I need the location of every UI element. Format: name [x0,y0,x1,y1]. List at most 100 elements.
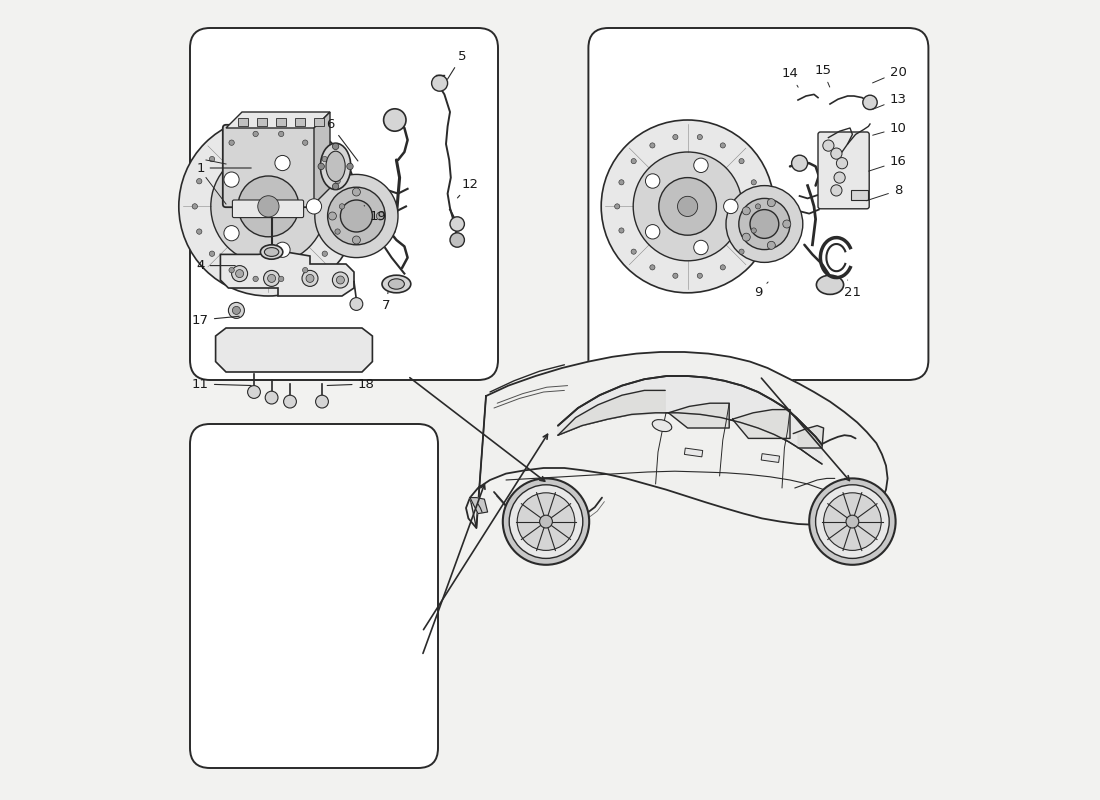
Ellipse shape [320,143,351,190]
Circle shape [726,186,803,262]
Circle shape [224,226,239,241]
Circle shape [846,515,859,528]
Circle shape [503,478,590,565]
Text: 21: 21 [844,280,861,298]
Circle shape [697,134,703,140]
Circle shape [275,242,290,258]
Circle shape [224,172,239,187]
Polygon shape [793,426,824,448]
Circle shape [278,131,284,137]
Circle shape [720,265,725,270]
Circle shape [332,143,339,150]
Circle shape [615,204,619,209]
Circle shape [302,267,308,273]
Text: 18: 18 [327,378,374,390]
Circle shape [248,386,261,398]
Circle shape [739,249,744,254]
Bar [276,118,286,126]
Bar [850,190,868,200]
Circle shape [450,217,464,231]
Text: 13: 13 [872,93,906,110]
Circle shape [332,272,349,288]
Circle shape [650,143,654,148]
Text: 5: 5 [448,50,466,79]
Circle shape [197,178,202,184]
Circle shape [824,493,881,550]
Circle shape [322,251,328,256]
Circle shape [278,276,284,282]
Circle shape [602,120,774,293]
Circle shape [229,140,234,146]
Ellipse shape [264,248,278,256]
Circle shape [634,152,742,261]
Circle shape [673,273,678,278]
Circle shape [724,199,738,214]
Circle shape [339,204,344,209]
Circle shape [830,185,842,196]
Circle shape [253,131,258,137]
Circle shape [253,276,258,282]
Text: 17: 17 [191,314,239,326]
Circle shape [302,270,318,286]
Text: 9: 9 [754,282,768,299]
Circle shape [235,270,243,278]
Text: 6: 6 [326,118,358,161]
Circle shape [834,172,845,183]
Bar [257,118,266,126]
Circle shape [350,298,363,310]
Circle shape [238,176,299,237]
Circle shape [783,220,791,228]
Circle shape [232,306,241,314]
Circle shape [352,236,361,244]
Circle shape [697,273,703,278]
Circle shape [275,155,290,170]
Circle shape [646,225,660,239]
Ellipse shape [261,245,283,259]
Circle shape [739,158,744,164]
Circle shape [179,117,358,296]
Circle shape [328,187,385,245]
Circle shape [756,204,760,209]
Circle shape [316,395,329,408]
Ellipse shape [326,151,345,182]
Circle shape [751,180,757,185]
Circle shape [334,178,340,184]
Circle shape [384,109,406,131]
Circle shape [830,148,842,159]
Bar [295,118,305,126]
Polygon shape [216,328,373,372]
Circle shape [751,228,757,233]
Circle shape [334,229,340,234]
Polygon shape [220,252,354,296]
Bar [314,118,323,126]
Circle shape [631,158,636,164]
FancyBboxPatch shape [588,28,928,380]
Polygon shape [558,390,666,435]
Polygon shape [226,112,330,128]
Polygon shape [669,403,729,428]
Circle shape [646,174,660,188]
Text: 16: 16 [869,155,906,171]
Circle shape [678,196,697,217]
Circle shape [265,391,278,404]
Circle shape [340,200,373,232]
Circle shape [720,143,725,148]
Circle shape [284,395,296,408]
Circle shape [659,178,716,235]
Text: 12: 12 [458,178,478,198]
Circle shape [823,140,834,151]
Circle shape [352,188,361,196]
Text: 8: 8 [866,184,902,201]
Circle shape [318,163,324,170]
Circle shape [209,157,214,162]
Circle shape [332,183,339,190]
Circle shape [307,198,321,214]
Circle shape [229,302,244,318]
Circle shape [810,478,895,565]
Circle shape [815,485,889,558]
FancyBboxPatch shape [190,28,498,380]
FancyBboxPatch shape [232,200,304,218]
Circle shape [431,75,448,91]
Text: 1: 1 [196,162,251,174]
Circle shape [742,233,750,241]
